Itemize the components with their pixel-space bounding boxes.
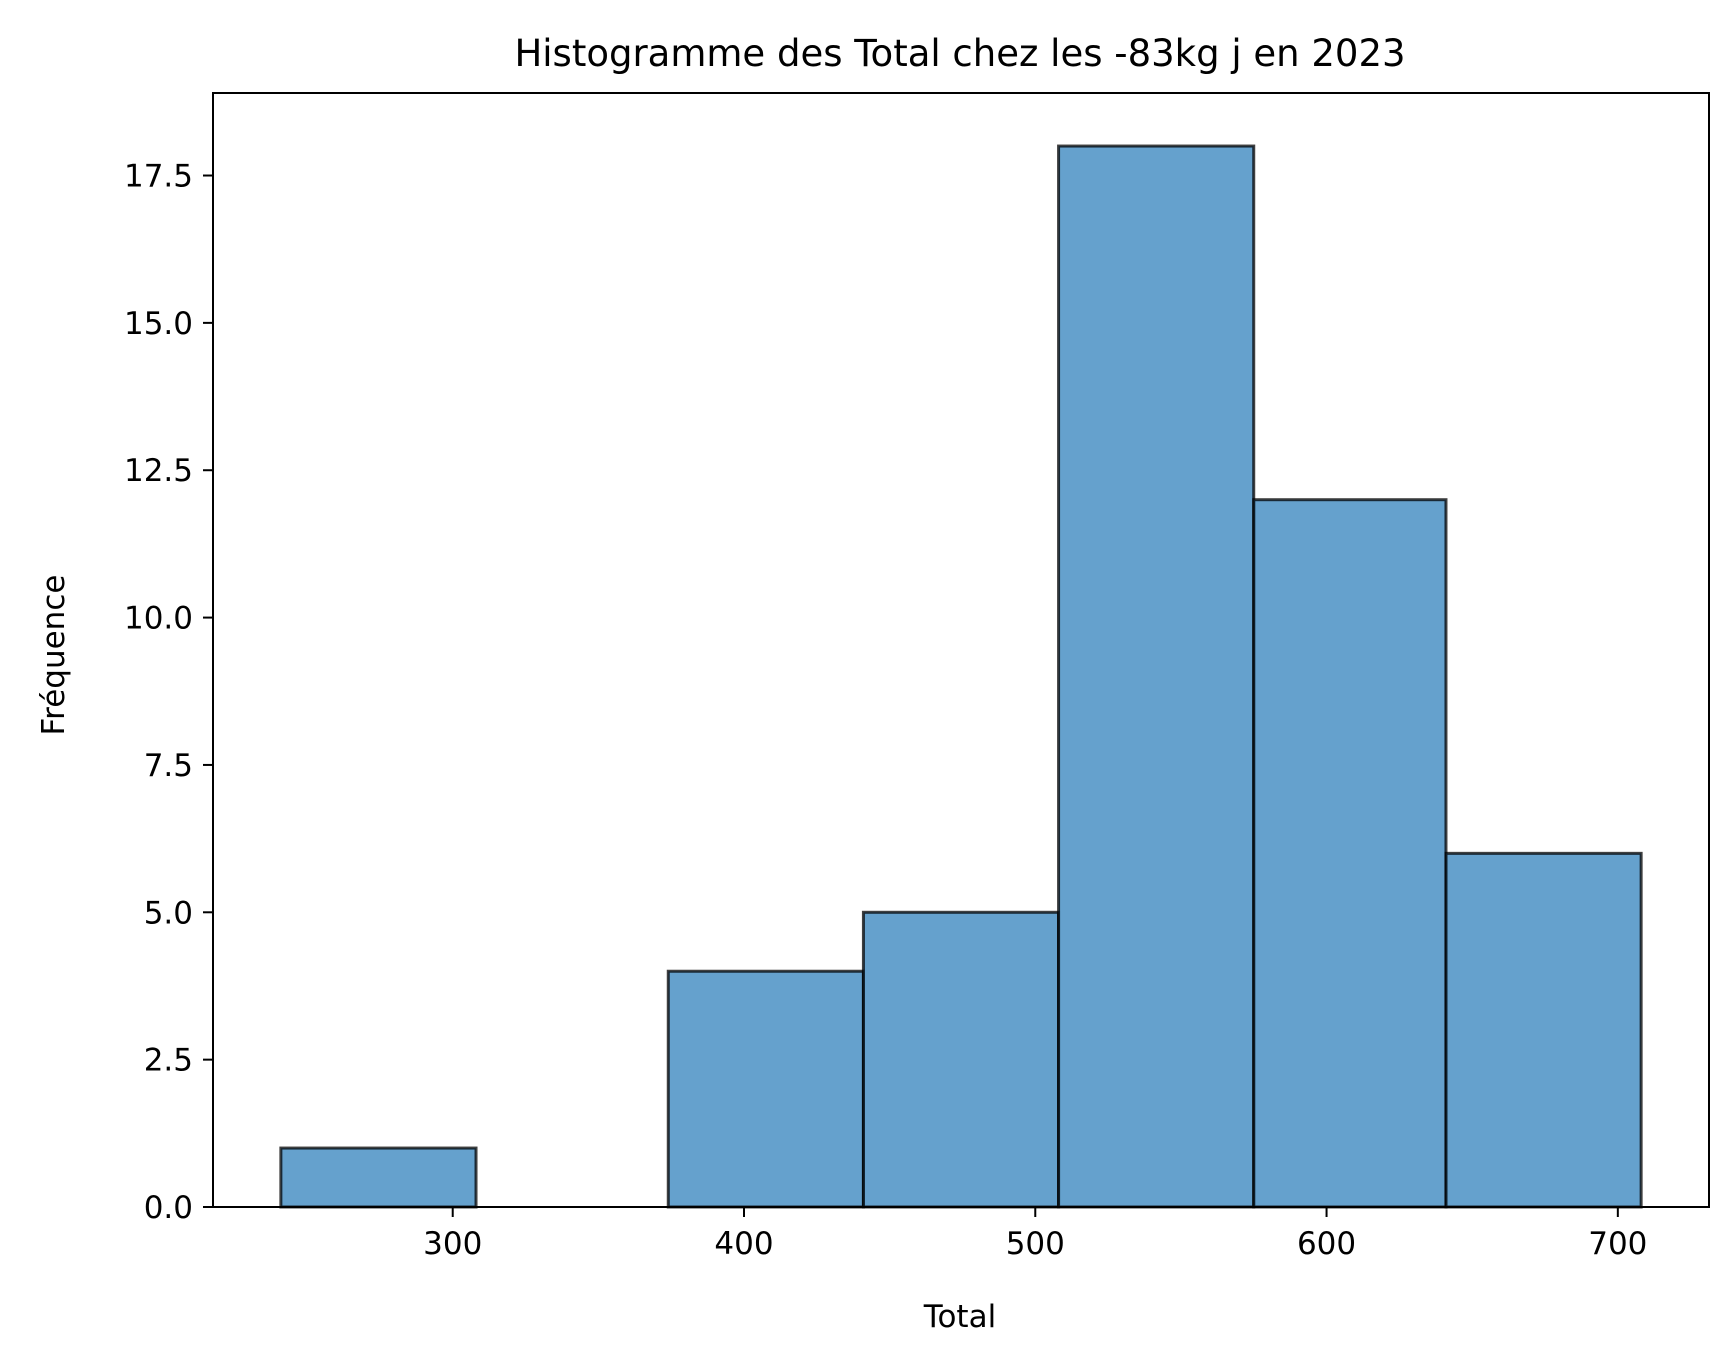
histogram-bar-4 bbox=[861, 910, 1061, 1209]
x-tick-label: 600 bbox=[1297, 1226, 1356, 1262]
x-tick-label: 500 bbox=[1006, 1226, 1065, 1262]
histogram-bar-5 bbox=[1057, 144, 1256, 1209]
y-axis: 0.0 2.5 5.0 7.5 10.0 12.5 15.0 17.5 bbox=[124, 159, 213, 1226]
y-tick-label: 7.5 bbox=[144, 748, 193, 784]
y-tick-label: 0.0 bbox=[144, 1190, 193, 1226]
y-tick-label: 10.0 bbox=[124, 601, 193, 637]
y-tick-label: 17.5 bbox=[124, 159, 193, 195]
x-tick-label: 400 bbox=[714, 1226, 773, 1262]
histogram-bar-6 bbox=[1252, 498, 1448, 1209]
chart-title: Histogramme des Total chez les -83kg j e… bbox=[514, 32, 1405, 75]
y-tick-label: 12.5 bbox=[124, 453, 193, 489]
x-axis-title: Total bbox=[923, 1299, 996, 1335]
x-tick-label: 300 bbox=[423, 1226, 482, 1262]
histogram-bar-3 bbox=[666, 969, 865, 1209]
x-tick-label: 700 bbox=[1588, 1226, 1647, 1262]
y-tick-label: 5.0 bbox=[144, 895, 193, 931]
x-axis: 300 400 500 600 700 bbox=[423, 1207, 1647, 1262]
histogram-bar-7 bbox=[1444, 851, 1643, 1209]
plot-area-frame bbox=[212, 92, 1710, 1208]
histogram-bar-1 bbox=[279, 1146, 478, 1209]
y-tick-label: 2.5 bbox=[144, 1043, 193, 1079]
y-axis-title: Fréquence bbox=[36, 575, 72, 736]
bars-layer bbox=[279, 144, 1643, 1209]
y-tick-label: 15.0 bbox=[124, 306, 193, 342]
